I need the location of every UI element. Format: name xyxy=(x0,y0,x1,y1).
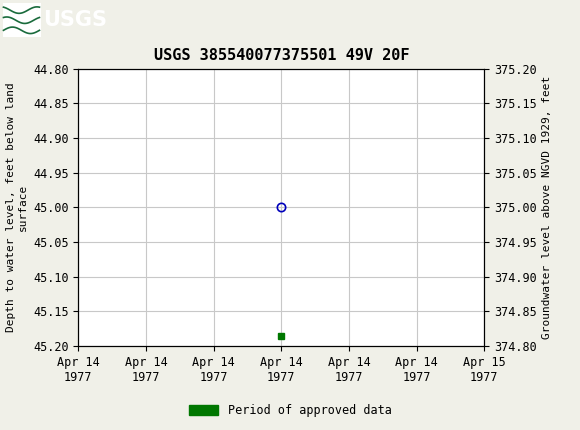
Title: USGS 385540077375501 49V 20F: USGS 385540077375501 49V 20F xyxy=(154,49,409,64)
Y-axis label: Groundwater level above NGVD 1929, feet: Groundwater level above NGVD 1929, feet xyxy=(542,76,552,339)
FancyBboxPatch shape xyxy=(3,3,41,37)
Legend: Period of approved data: Period of approved data xyxy=(184,399,396,422)
Text: USGS: USGS xyxy=(44,10,107,30)
Y-axis label: Depth to water level, feet below land
surface: Depth to water level, feet below land su… xyxy=(6,83,27,332)
